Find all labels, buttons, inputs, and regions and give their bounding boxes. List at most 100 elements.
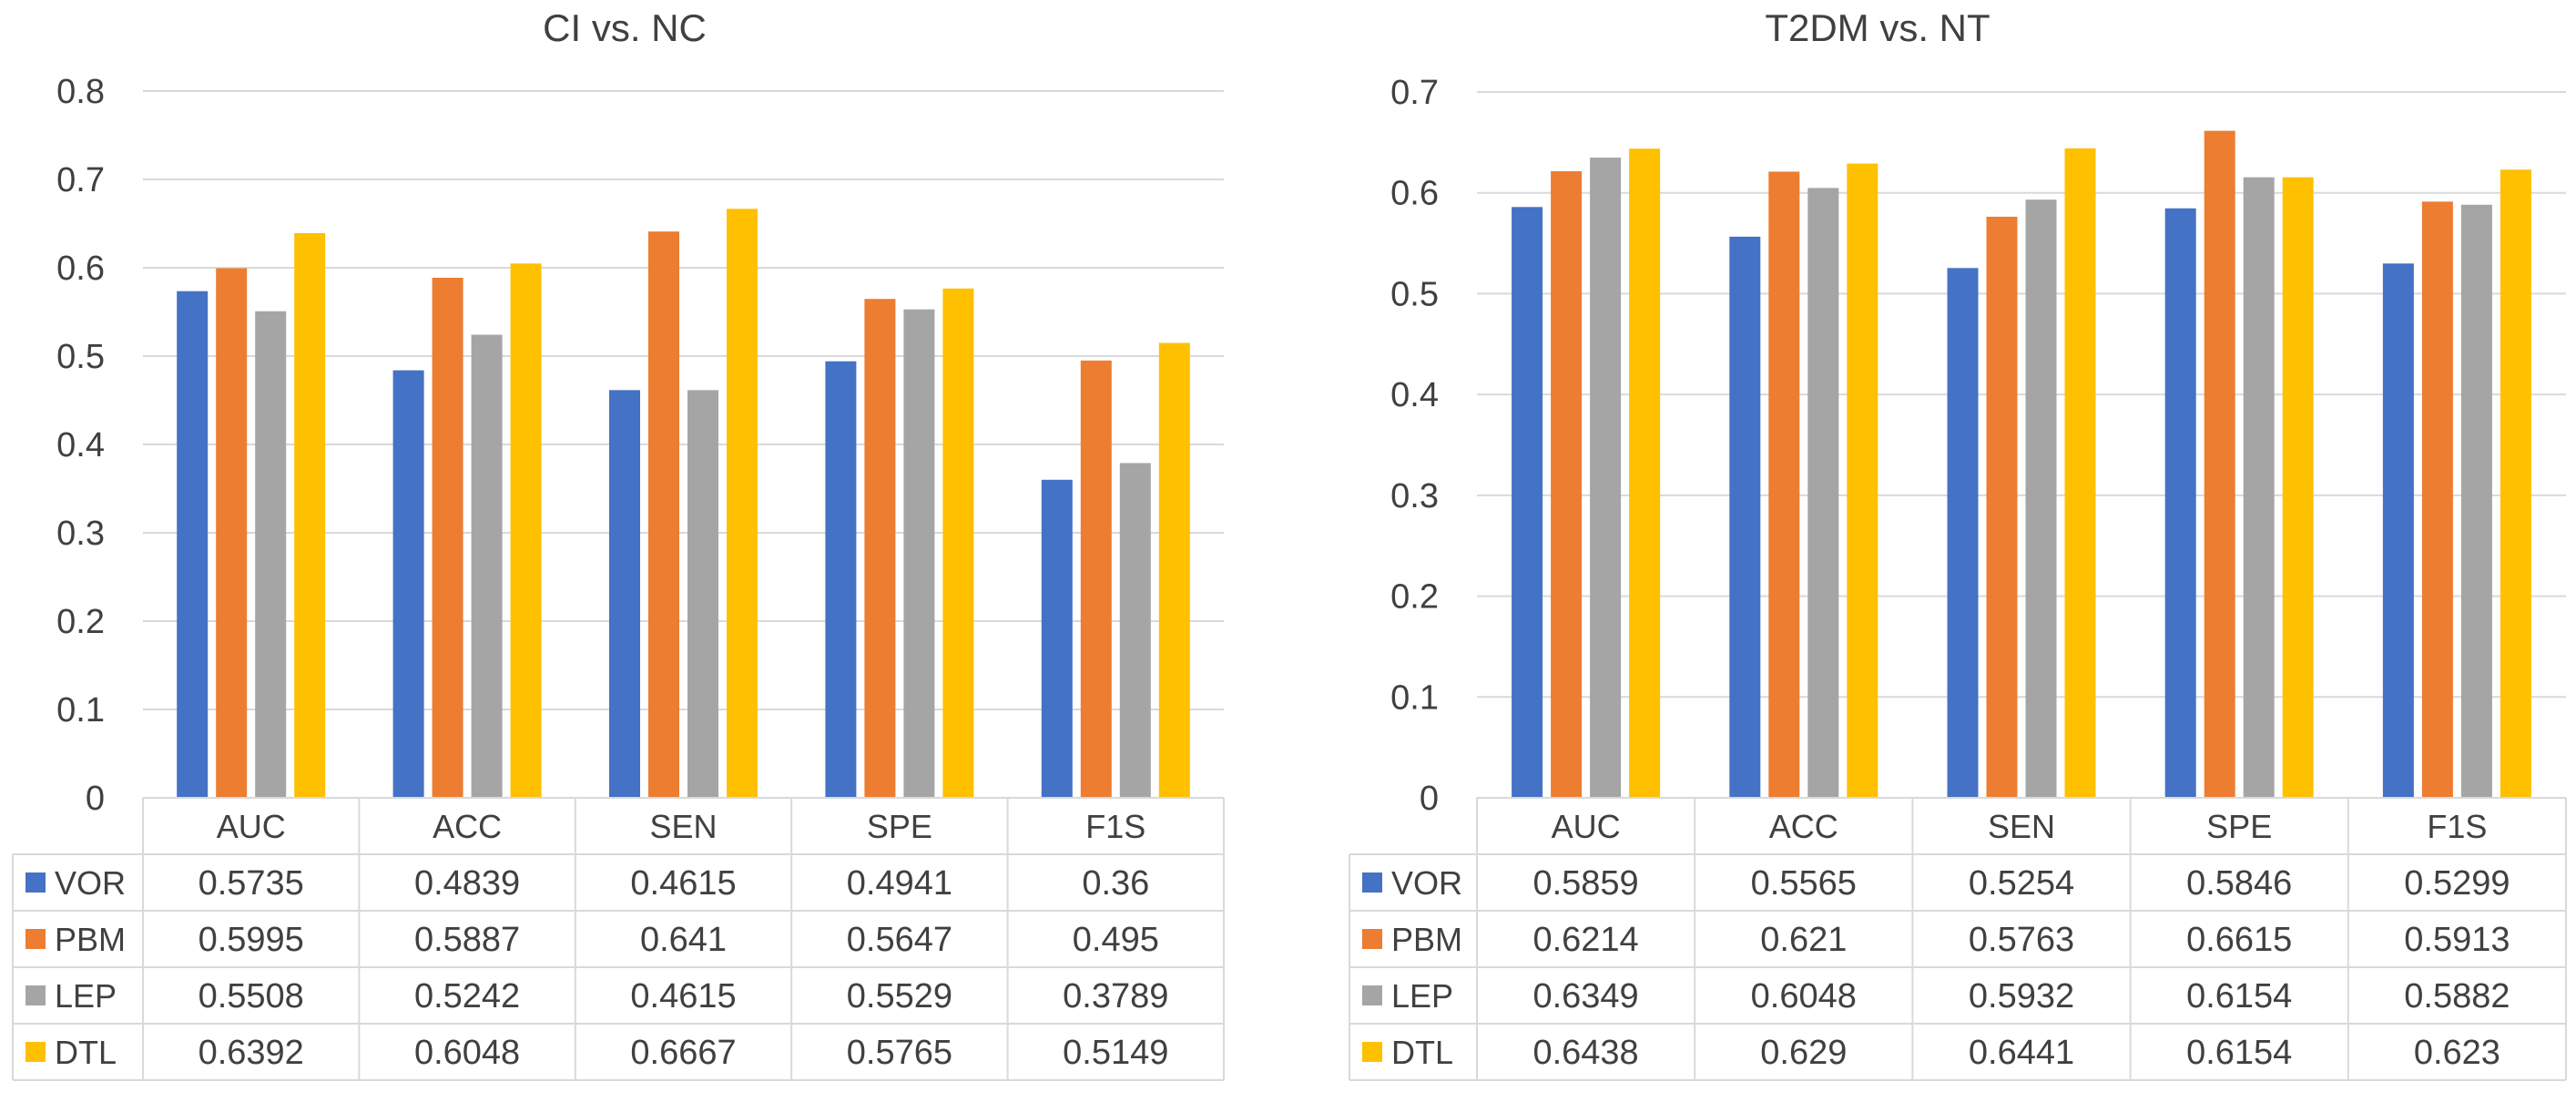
data-label: 0.5508 [199, 977, 304, 1015]
y-tick-label: 0.5 [1390, 275, 1439, 313]
data-label: 0.6214 [1532, 921, 1638, 959]
data-label: 0.641 [640, 921, 727, 959]
data-label: 0.3789 [1063, 977, 1168, 1015]
data-label: 0.5846 [2186, 864, 2292, 903]
data-label: 0.5149 [1063, 1034, 1168, 1072]
bar-dtl-sen [2064, 148, 2096, 798]
data-label: 0.4615 [630, 864, 736, 903]
bar-vor-sen [609, 390, 640, 798]
y-tick-label: 0.4 [56, 426, 105, 464]
data-label: 0.5887 [414, 921, 520, 959]
data-label: 0.6154 [2186, 1034, 2292, 1072]
legend-key-lep [25, 985, 46, 1005]
data-label: 0.6438 [1532, 1034, 1638, 1072]
data-label: 0.5565 [1751, 864, 1857, 903]
y-tick-label: 0.3 [1390, 477, 1439, 515]
bar-dtl-f1s [2500, 169, 2531, 798]
chart-t2dm-vs-nt: T2DM vs. NT 0 0.1 0.2 0.3 0.4 0.5 0.6 0.7 AUC ACC… [1349, 6, 2567, 1081]
data-label: 0.5913 [2404, 921, 2510, 959]
bar-vor-auc [177, 291, 209, 799]
bar-dtl-auc [1629, 148, 1661, 798]
bar-lep-spe [2243, 177, 2275, 798]
bar-lep-sen [687, 390, 718, 798]
y-tick-label: 0.6 [56, 250, 105, 288]
data-label: 0.5882 [2404, 977, 2510, 1015]
data-label: 0.6048 [414, 1034, 520, 1072]
bar-pbm-f1s [1080, 360, 1112, 798]
data-label: 0.5763 [1969, 921, 2074, 959]
legend-key-pbm [25, 929, 46, 949]
bar-lep-spe [903, 309, 935, 798]
bar-vor-f1s [2382, 263, 2414, 798]
bar-vor-spe [825, 361, 857, 798]
data-label: 0.5765 [847, 1034, 952, 1072]
data-label: 0.621 [1760, 921, 1847, 959]
legend-label: VOR [1391, 864, 1462, 902]
bar-dtl-sen [727, 209, 758, 798]
bar-pbm-acc [432, 277, 463, 798]
y-tick-label: 0.2 [56, 603, 105, 641]
data-label: 0.36 [1082, 864, 1149, 903]
legend-key-vor [25, 872, 46, 893]
legend-key-vor [1362, 872, 1382, 893]
bar-vor-acc [1729, 236, 1761, 798]
legend-label: DTL [1391, 1034, 1453, 1071]
bar-vor-f1s [1041, 479, 1073, 798]
data-label: 0.6392 [199, 1034, 304, 1072]
y-tick-label: 0.7 [1390, 74, 1439, 112]
bar-vor-sen [1947, 268, 1979, 798]
bar-vor-auc [1512, 207, 1543, 798]
y-tick-label: 0 [1420, 780, 1439, 818]
bar-dtl-acc [510, 263, 542, 798]
bar-vor-spe [2164, 208, 2196, 798]
legend-key-dtl [1362, 1042, 1382, 1062]
bar-pbm-acc [1768, 171, 1800, 798]
x-category-label: AUC [217, 808, 286, 845]
y-tick-label: 0.3 [56, 515, 105, 553]
legend-label: VOR [55, 864, 126, 902]
data-label: 0.623 [2414, 1034, 2500, 1072]
bar-pbm-spe [2204, 130, 2235, 798]
chart-ci-vs-nc: CI vs. NC 0 0.1 0.2 0.3 0.4 0.5 0.6 0.7 0.8 AUC AC… [12, 6, 1225, 1081]
bar-lep-auc [1590, 158, 1622, 798]
legend-key-pbm [1362, 929, 1382, 949]
legend-label: LEP [55, 977, 117, 1015]
data-label: 0.5299 [2404, 864, 2510, 903]
data-label: 0.5995 [199, 921, 304, 959]
bar-vor-acc [392, 370, 424, 798]
data-label: 0.5932 [1969, 977, 2074, 1015]
bar-pbm-f1s [2421, 201, 2453, 798]
x-category-label: SPE [867, 808, 932, 845]
bar-lep-acc [471, 334, 503, 798]
bar-lep-f1s [1119, 463, 1151, 798]
x-category-label: ACC [1769, 808, 1838, 845]
data-label: 0.5254 [1969, 864, 2074, 903]
data-label: 0.4941 [847, 864, 952, 903]
y-tick-label: 0.4 [1390, 376, 1439, 414]
bar-lep-f1s [2460, 204, 2492, 798]
bar-pbm-auc [216, 268, 248, 798]
x-category-label: SEN [649, 808, 717, 845]
bar-lep-acc [1807, 188, 1839, 798]
data-label: 0.4839 [414, 864, 520, 903]
bar-dtl-spe [2282, 177, 2314, 798]
bar-lep-sen [2025, 199, 2057, 798]
data-label: 0.5859 [1532, 864, 1638, 903]
data-label: 0.629 [1760, 1034, 1847, 1072]
bar-dtl-auc [294, 232, 326, 798]
data-label: 0.4615 [630, 977, 736, 1015]
data-label: 0.6441 [1969, 1034, 2074, 1072]
data-label: 0.6349 [1532, 977, 1638, 1015]
data-label: 0.5735 [199, 864, 304, 903]
data-label: 0.6048 [1751, 977, 1857, 1015]
chart-title: CI vs. NC [543, 6, 707, 49]
bar-dtl-f1s [1158, 342, 1190, 798]
bar-pbm-sen [1986, 216, 2018, 799]
data-label: 0.6667 [630, 1034, 736, 1072]
x-category-label: AUC [1552, 808, 1621, 845]
y-tick-label: 0.8 [56, 73, 105, 111]
legend-label: PBM [55, 921, 126, 958]
data-label: 0.5647 [847, 921, 952, 959]
bar-pbm-auc [1551, 171, 1583, 798]
